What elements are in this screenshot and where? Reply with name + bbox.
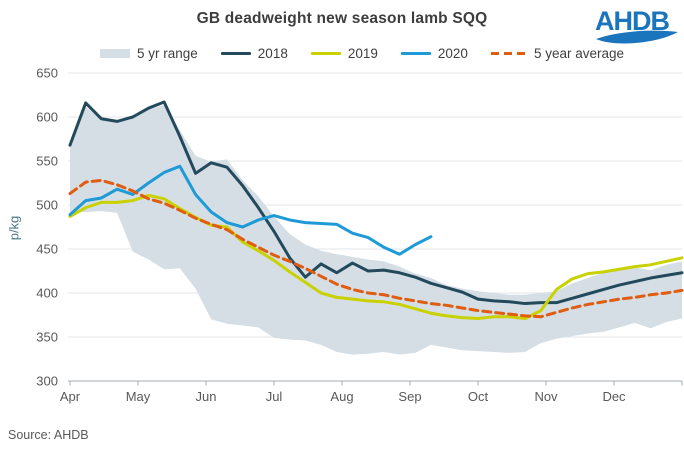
x-tick-label-aug: Aug (330, 389, 353, 404)
legend-item-5-year-average: 5 year average (490, 46, 624, 61)
series-line-2020 (68, 164, 433, 256)
x-tick-label-nov: Nov (534, 389, 558, 404)
legend-item-2019: 2019 (310, 46, 378, 61)
y-tick-label-600: 600 (36, 110, 58, 125)
x-tick-label-jun: Jun (196, 389, 217, 404)
x-tick-label-sep: Sep (398, 389, 421, 404)
legend-swatch-icon (220, 51, 251, 56)
y-tick-label-350: 350 (36, 330, 58, 345)
series-line-2019 (68, 193, 684, 321)
legend-item-2018: 2018 (220, 46, 288, 61)
ahdb-logo: AHDB (595, 6, 678, 44)
legend-swatch-icon (100, 49, 130, 58)
x-tick-label-dec: Dec (602, 389, 626, 404)
y-tick-label-400: 400 (36, 286, 58, 301)
range-band (70, 104, 682, 355)
legend-label: 5 year average (533, 46, 624, 61)
y-tick-label-300: 300 (36, 374, 58, 389)
legend-label: 2020 (437, 46, 468, 61)
x-tick-label-oct: Oct (468, 389, 489, 404)
y-tick-label-650: 650 (36, 66, 58, 81)
series-line-5-year-average (68, 178, 684, 319)
x-tick-label-apr: Apr (60, 389, 81, 404)
y-axis-label: p/kg (6, 215, 22, 241)
legend-swatch-icon (310, 51, 341, 56)
legend-label: 2018 (257, 46, 288, 61)
x-tick-label-jul: Jul (266, 389, 283, 404)
x-tick-label-may: May (126, 389, 151, 404)
legend-swatch-icon (400, 51, 431, 56)
legend-label: 2019 (347, 46, 378, 61)
y-tick-label-550: 550 (36, 154, 58, 169)
chart-legend: 5 yr range 2018 2019 2020 5 year average (62, 46, 662, 61)
ahdb-logo-wave-icon (596, 30, 678, 44)
legend-item-5-yr-range: 5 yr range (100, 46, 198, 61)
y-tick-label-500: 500 (36, 198, 58, 213)
legend-swatch-icon (490, 51, 527, 56)
legend-label: 5 yr range (137, 46, 198, 61)
chart-title: GB deadweight new season lamb SQQ (196, 10, 488, 27)
legend-item-2020: 2020 (400, 46, 468, 61)
y-tick-label-450: 450 (36, 242, 58, 257)
source-note: Source: AHDB (8, 428, 89, 442)
series-line-2018 (68, 100, 684, 306)
